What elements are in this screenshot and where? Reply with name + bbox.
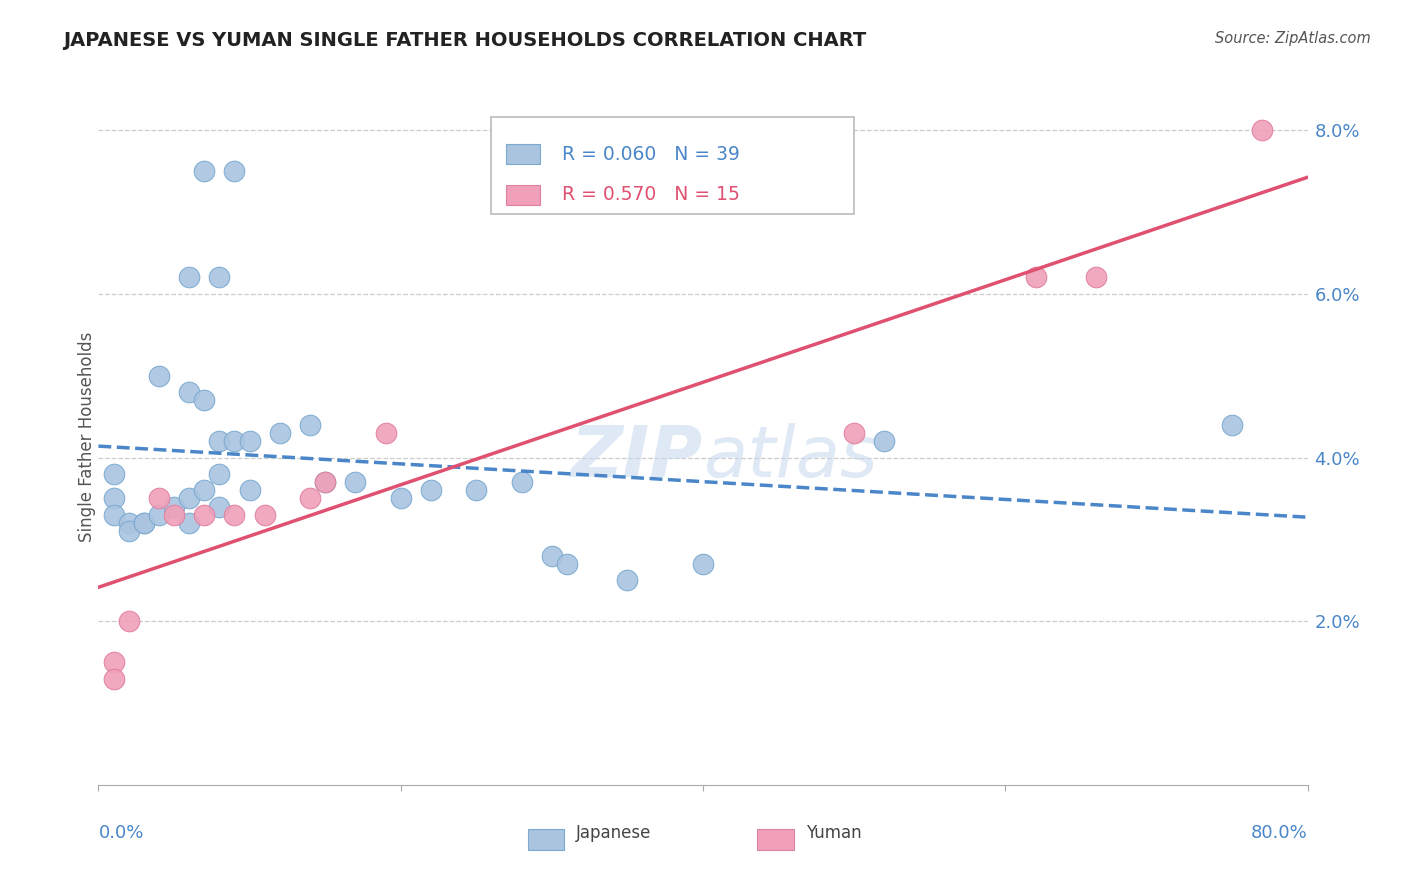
Text: atlas: atlas [703,424,877,492]
Text: Yuman: Yuman [806,824,862,842]
Y-axis label: Single Father Households: Single Father Households [79,332,96,542]
Point [103,655,125,669]
Point [1220,417,1243,432]
Point [103,491,125,506]
Point [103,467,125,481]
Point [208,467,231,481]
Point [179,385,201,400]
Point [1085,270,1108,285]
Point [269,425,291,440]
Point [616,574,638,588]
Point [344,475,367,489]
Point [510,475,533,489]
Point [163,508,186,522]
Text: Source: ZipAtlas.com: Source: ZipAtlas.com [1215,31,1371,46]
Point [103,672,125,686]
Point [1024,270,1046,285]
Point [208,500,231,514]
FancyBboxPatch shape [506,145,540,164]
Point [389,491,412,506]
Point [208,270,231,285]
Point [1251,123,1274,137]
Text: R = 0.060   N = 39: R = 0.060 N = 39 [561,145,740,163]
Point [420,483,443,498]
Text: 0.0%: 0.0% [98,824,143,842]
Text: Japanese: Japanese [576,824,651,842]
Text: 80.0%: 80.0% [1251,824,1308,842]
Point [555,557,578,571]
Point [844,425,866,440]
Point [193,164,215,178]
Point [224,434,246,449]
Point [253,508,276,522]
Point [193,393,215,408]
Point [118,614,141,628]
Point [118,524,141,539]
Point [239,483,262,498]
Text: JAPANESE VS YUMAN SINGLE FATHER HOUSEHOLDS CORRELATION CHART: JAPANESE VS YUMAN SINGLE FATHER HOUSEHOL… [63,31,866,50]
Point [179,270,201,285]
Point [239,434,262,449]
Point [465,483,488,498]
Point [132,516,155,530]
Point [118,516,141,530]
Point [148,508,170,522]
Point [299,417,322,432]
Point [224,164,246,178]
Point [314,475,336,489]
Point [299,491,322,506]
FancyBboxPatch shape [506,186,540,204]
Point [314,475,336,489]
Point [873,434,896,449]
Point [163,500,186,514]
Point [224,508,246,522]
Point [148,491,170,506]
Point [374,425,396,440]
FancyBboxPatch shape [492,117,855,214]
Point [692,557,714,571]
Point [193,483,215,498]
Point [179,491,201,506]
Point [148,368,170,383]
Text: ZIP: ZIP [571,424,703,492]
Point [132,516,155,530]
FancyBboxPatch shape [527,829,564,850]
Point [208,434,231,449]
FancyBboxPatch shape [758,829,794,850]
Point [103,508,125,522]
Point [193,508,215,522]
Point [540,549,562,563]
Text: R = 0.570   N = 15: R = 0.570 N = 15 [561,186,740,204]
Point [179,516,201,530]
